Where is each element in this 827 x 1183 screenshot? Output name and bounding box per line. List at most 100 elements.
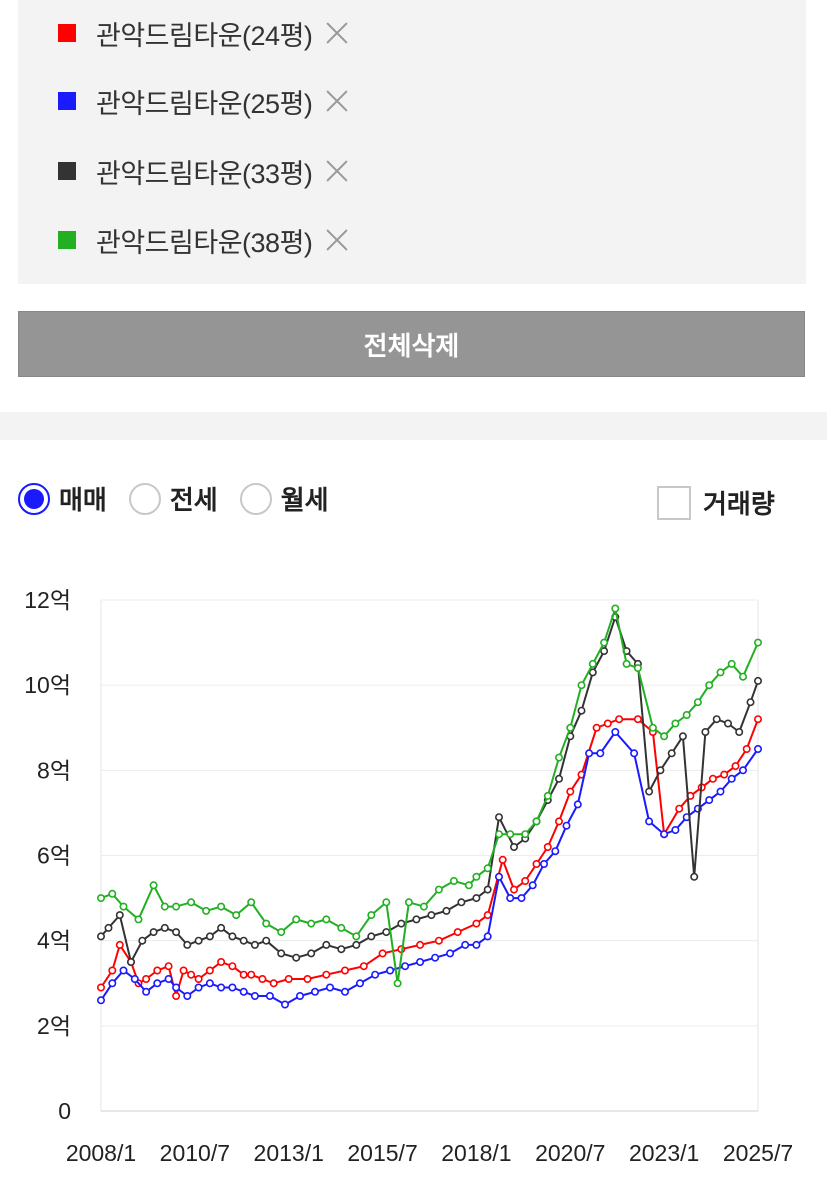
data-point [401, 962, 410, 971]
data-point [588, 659, 597, 668]
data-point [307, 919, 316, 928]
data-point [322, 970, 331, 979]
data-point [239, 987, 248, 996]
data-point [656, 766, 665, 775]
data-point [97, 983, 106, 992]
data-point [194, 936, 203, 945]
data-point [727, 659, 736, 668]
compare-item: 관악드림타운(25평) [58, 81, 352, 121]
data-point [119, 902, 128, 911]
data-point [494, 830, 503, 839]
data-point [705, 681, 714, 690]
data-point [340, 987, 349, 996]
close-icon[interactable] [322, 86, 352, 116]
trade-volume-checkbox[interactable] [657, 485, 691, 520]
radio-jeonse[interactable]: 전세 [128, 480, 218, 517]
data-point [630, 749, 639, 758]
data-point [138, 936, 147, 945]
radio-button-icon[interactable] [128, 482, 161, 515]
data-point [382, 898, 391, 907]
data-point [295, 991, 304, 1000]
data-point [693, 698, 702, 707]
trade-volume-toggle[interactable]: 거래량 [657, 484, 775, 521]
data-point [453, 928, 462, 937]
radio-button-icon[interactable] [239, 482, 272, 515]
data-point [712, 715, 721, 724]
data-point [611, 728, 620, 737]
data-point [701, 728, 710, 737]
data-point [258, 974, 267, 983]
compare-item: 관악드림타운(33평) [58, 151, 352, 191]
series-2 [97, 728, 762, 1009]
data-point [172, 902, 181, 911]
data-point [277, 928, 286, 937]
data-point [434, 936, 443, 945]
data-point [596, 749, 605, 758]
data-point [239, 936, 248, 945]
data-point [521, 830, 530, 839]
data-point [322, 915, 331, 924]
x-tick-label: 2010/7 [160, 1140, 230, 1166]
data-point [355, 979, 364, 988]
data-point [600, 647, 609, 656]
close-icon[interactable] [322, 225, 352, 255]
x-tick-label: 2025/7 [723, 1140, 793, 1166]
data-point [446, 949, 455, 958]
x-tick-label: 2013/1 [254, 1140, 324, 1166]
data-point [528, 881, 537, 890]
data-point [378, 949, 387, 958]
data-point [284, 974, 293, 983]
data-point [690, 872, 699, 881]
radio-sale[interactable]: 매매 [18, 480, 107, 517]
data-point [404, 898, 413, 907]
data-point [194, 983, 203, 992]
data-point [622, 659, 631, 668]
data-point [660, 830, 669, 839]
data-point [310, 987, 319, 996]
data-point [427, 911, 436, 920]
compare-item-label: 관악드림타운(24평) [96, 20, 313, 51]
data-point [753, 638, 762, 647]
close-icon[interactable] [322, 156, 352, 186]
data-point [705, 796, 714, 805]
radio-button-icon[interactable] [18, 482, 50, 515]
data-point [566, 723, 575, 732]
close-icon[interactable] [322, 18, 352, 48]
data-point [615, 715, 624, 724]
data-point [303, 974, 312, 983]
x-tick-label: 2015/7 [347, 1140, 417, 1166]
data-point [250, 991, 259, 1000]
radio-monthly-rent[interactable]: 월세 [239, 480, 329, 517]
data-point [228, 962, 237, 971]
data-point [483, 911, 492, 920]
y-tick-label: 2억 [37, 1013, 71, 1039]
data-point [172, 928, 181, 937]
data-point [205, 932, 214, 941]
data-point [359, 962, 368, 971]
delete-all-button[interactable]: 전체삭제 [18, 311, 805, 377]
data-point [506, 894, 515, 903]
data-point [633, 664, 642, 673]
data-point [393, 979, 402, 988]
data-point [239, 970, 248, 979]
data-point [498, 855, 507, 864]
data-point [645, 817, 654, 826]
y-tick-label: 4억 [37, 928, 71, 954]
data-point [262, 919, 271, 928]
x-tick-label: 2008/1 [66, 1140, 136, 1166]
data-point [108, 979, 117, 988]
data-point [194, 974, 203, 983]
data-point [265, 991, 274, 1000]
data-point [217, 902, 226, 911]
data-point [539, 859, 548, 868]
radio-label: 매매 [59, 485, 107, 515]
y-tick-label: 0 [58, 1098, 71, 1124]
data-point [723, 719, 732, 728]
data-point [247, 898, 256, 907]
series-4 [97, 604, 762, 988]
data-point [386, 966, 395, 975]
data-point [449, 876, 458, 885]
data-point [517, 894, 526, 903]
data-point [577, 706, 586, 715]
data-point [250, 940, 259, 949]
